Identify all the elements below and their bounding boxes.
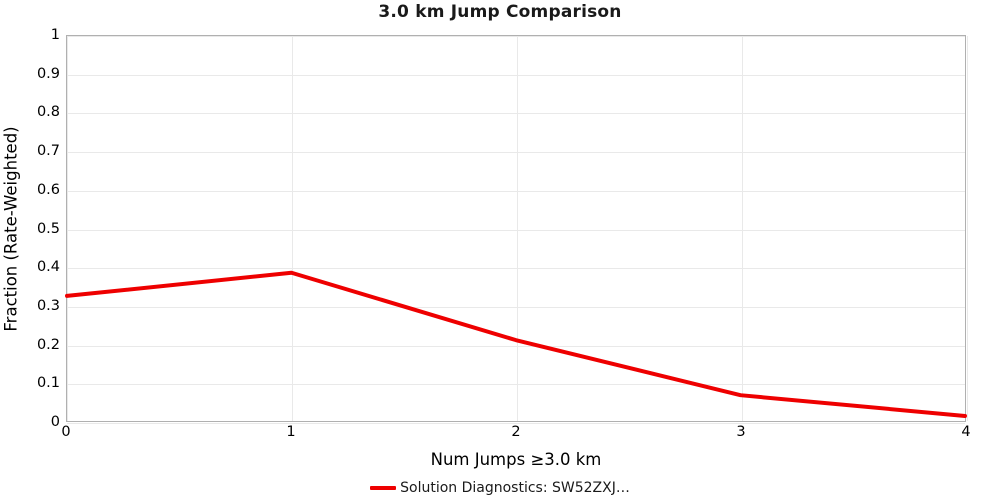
gridline-horizontal xyxy=(67,345,965,347)
y-axis-tick-label: 0.8 xyxy=(36,104,60,121)
series-line-layer xyxy=(65,270,967,418)
legend-item[interactable]: Solution Diagnostics: SW52ZXJ… xyxy=(370,480,630,496)
chart-legend: Solution Diagnostics: SW52ZXJ… xyxy=(0,478,1000,498)
gridline-horizontal xyxy=(67,152,965,154)
y-axis-tick-label: 1 xyxy=(50,27,60,43)
y-axis-tick-label: 0.2 xyxy=(36,336,60,353)
gridline-horizontal xyxy=(67,423,965,424)
y-axis-tick-label: 0.9 xyxy=(36,65,60,82)
y-axis-tick-labels: 0 0.1 0.2 0.3 0.4 0.5 0.6 0.7 0.8 0.9 1 xyxy=(0,27,60,430)
gridline-horizontal xyxy=(67,384,965,386)
y-axis-tick-label: 0.5 xyxy=(36,220,60,237)
y-axis-tick-label: 0.7 xyxy=(36,143,60,160)
gridline-vertical xyxy=(742,36,743,421)
x-axis-tick-label: 0 xyxy=(61,424,71,440)
gridline-horizontal xyxy=(67,229,965,231)
x-axis-tick-label: 3 xyxy=(736,424,746,440)
gridline-horizontal xyxy=(67,36,965,37)
y-axis-tick-label: 0.1 xyxy=(36,375,60,392)
gridline-horizontal xyxy=(67,113,965,115)
x-axis-tick-labels: 0 1 2 3 4 xyxy=(61,424,970,448)
y-axis-tick-label: 0.4 xyxy=(36,259,60,276)
y-axis-tick-label: 0 xyxy=(50,414,60,430)
y-axis-tick-label: 0.6 xyxy=(36,181,60,198)
x-axis-tick-label: 1 xyxy=(286,424,296,440)
legend-line-swatch-icon xyxy=(370,486,397,490)
gridline-vertical xyxy=(292,36,293,421)
legend-item-label: Solution Diagnostics: SW52ZXJ… xyxy=(400,480,630,496)
x-axis-tick-label: 2 xyxy=(511,424,521,440)
y-axis-tick-label: 0.3 xyxy=(36,297,60,314)
gridline-vertical xyxy=(517,36,518,421)
chart-title: 3.0 km Jump Comparison xyxy=(378,2,622,22)
x-axis-title: Num Jumps ≥3.0 km xyxy=(430,450,602,469)
gridline-vertical xyxy=(967,36,968,421)
gridline-horizontal xyxy=(67,268,965,270)
x-axis-tick-label: 4 xyxy=(961,424,971,440)
gridline-horizontal xyxy=(67,74,965,76)
series-line-solution-diagnostics xyxy=(65,270,967,418)
plot-area xyxy=(65,35,968,424)
gridline-horizontal xyxy=(67,190,965,192)
gridline-vertical xyxy=(67,36,68,421)
gridline-horizontal xyxy=(67,306,965,308)
